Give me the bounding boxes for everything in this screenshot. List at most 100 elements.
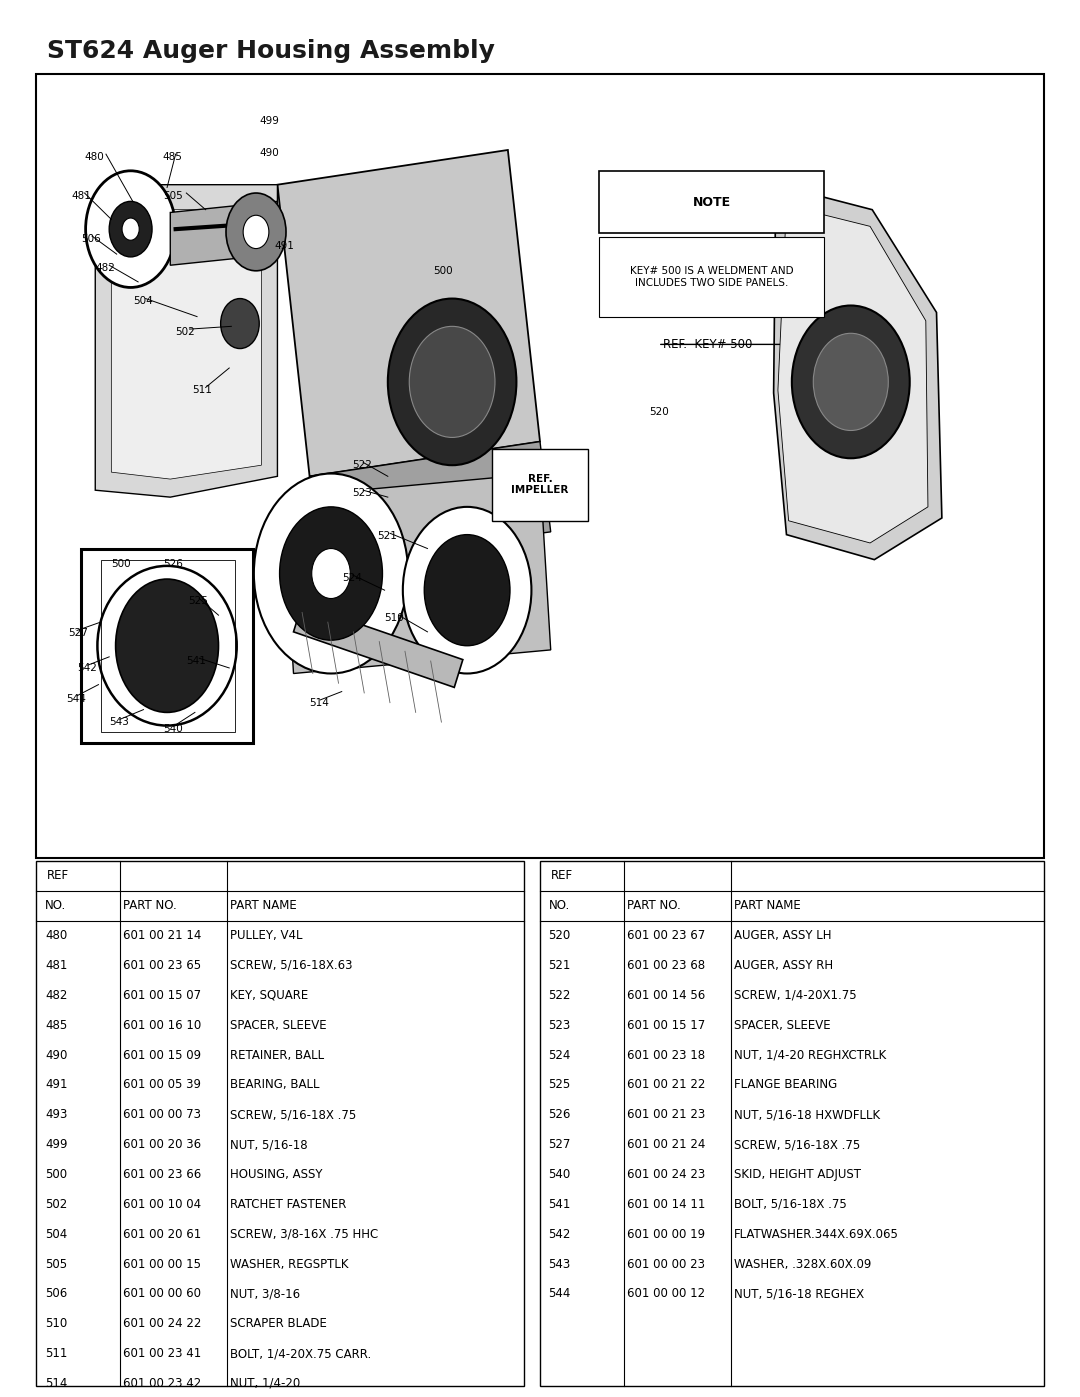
FancyBboxPatch shape (599, 237, 824, 317)
Text: 500: 500 (45, 1168, 67, 1180)
Text: 510: 510 (384, 613, 404, 623)
Text: 523: 523 (549, 1018, 571, 1031)
Text: NUT, 5/16-18: NUT, 5/16-18 (230, 1139, 308, 1151)
Text: 506: 506 (81, 233, 102, 244)
Text: FLANGE BEARING: FLANGE BEARING (734, 1078, 837, 1091)
Circle shape (280, 507, 382, 640)
FancyBboxPatch shape (540, 861, 1043, 1386)
Text: 499: 499 (259, 116, 279, 126)
Text: 601 00 24 23: 601 00 24 23 (626, 1168, 705, 1180)
Text: NUT, 1/4-20 REGHXCTRLK: NUT, 1/4-20 REGHXCTRLK (734, 1049, 887, 1062)
Text: AUGER, ASSY RH: AUGER, ASSY RH (734, 958, 833, 972)
Text: BOLT, 5/16-18X .75: BOLT, 5/16-18X .75 (734, 1197, 847, 1211)
Text: 502: 502 (176, 327, 195, 337)
Text: 601 00 23 68: 601 00 23 68 (626, 958, 705, 972)
Text: WASHER, .328X.60X.09: WASHER, .328X.60X.09 (734, 1257, 872, 1270)
Text: PULLEY, V4L: PULLEY, V4L (230, 929, 302, 942)
Text: 490: 490 (45, 1049, 67, 1062)
FancyBboxPatch shape (491, 448, 589, 521)
Text: BEARING, BALL: BEARING, BALL (230, 1078, 320, 1091)
Text: 540: 540 (549, 1168, 571, 1180)
Circle shape (312, 549, 350, 598)
Text: 481: 481 (71, 191, 92, 201)
Polygon shape (283, 474, 551, 673)
Text: NOTE: NOTE (692, 196, 730, 208)
Text: 601 00 10 04: 601 00 10 04 (123, 1197, 201, 1211)
Text: 482: 482 (45, 989, 67, 1002)
Text: 601 00 23 42: 601 00 23 42 (123, 1377, 201, 1390)
Text: SCREW, 5/16-18X .75: SCREW, 5/16-18X .75 (230, 1108, 356, 1122)
Text: ST624 Auger Housing Assembly: ST624 Auger Housing Assembly (48, 39, 495, 63)
Text: 601 00 21 14: 601 00 21 14 (123, 929, 202, 942)
Polygon shape (278, 149, 540, 476)
Text: SPACER, SLEEVE: SPACER, SLEEVE (230, 1018, 327, 1031)
Circle shape (813, 334, 888, 430)
Text: 542: 542 (549, 1228, 571, 1241)
Text: REF.
IMPELLER: REF. IMPELLER (511, 474, 569, 496)
Text: 543: 543 (549, 1257, 571, 1270)
Text: 601 00 23 67: 601 00 23 67 (626, 929, 705, 942)
Text: 504: 504 (133, 296, 152, 306)
Text: 601 00 24 22: 601 00 24 22 (123, 1317, 202, 1330)
Polygon shape (310, 441, 551, 563)
Text: 522: 522 (549, 989, 571, 1002)
Circle shape (116, 580, 218, 712)
Circle shape (409, 327, 495, 437)
Text: 601 00 23 18: 601 00 23 18 (626, 1049, 705, 1062)
Text: KEY# 500 IS A WELDMENT AND
INCLUDES TWO SIDE PANELS.: KEY# 500 IS A WELDMENT AND INCLUDES TWO … (630, 267, 794, 288)
Text: 491: 491 (45, 1078, 67, 1091)
FancyBboxPatch shape (37, 74, 1043, 858)
Text: 542: 542 (77, 664, 97, 673)
Polygon shape (111, 210, 261, 479)
Text: 485: 485 (163, 152, 183, 162)
FancyBboxPatch shape (37, 861, 524, 1386)
Text: PART NAME: PART NAME (734, 900, 800, 912)
Text: 601 00 23 65: 601 00 23 65 (123, 958, 201, 972)
Text: 601 00 23 41: 601 00 23 41 (123, 1347, 201, 1361)
Text: 500: 500 (433, 265, 453, 275)
Text: 514: 514 (45, 1377, 67, 1390)
Text: 527: 527 (68, 629, 89, 638)
Text: 601 00 00 15: 601 00 00 15 (123, 1257, 201, 1270)
Text: RATCHET FASTENER: RATCHET FASTENER (230, 1197, 347, 1211)
Circle shape (424, 535, 510, 645)
Text: 601 00 20 61: 601 00 20 61 (123, 1228, 201, 1241)
Text: SPACER, SLEEVE: SPACER, SLEEVE (734, 1018, 831, 1031)
Text: PART NO.: PART NO. (123, 900, 177, 912)
Text: REF.  KEY# 500: REF. KEY# 500 (663, 338, 753, 351)
Text: 490: 490 (259, 148, 279, 158)
Text: 525: 525 (189, 597, 208, 606)
Text: REF: REF (551, 869, 572, 883)
Text: 514: 514 (310, 697, 329, 708)
Circle shape (403, 507, 531, 673)
Text: SCREW, 5/16-18X.63: SCREW, 5/16-18X.63 (230, 958, 353, 972)
Text: 482: 482 (95, 263, 116, 272)
Text: 601 00 15 09: 601 00 15 09 (123, 1049, 201, 1062)
Text: SCREW, 3/8-16X .75 HHC: SCREW, 3/8-16X .75 HHC (230, 1228, 378, 1241)
Text: SCREW, 1/4-20X1.75: SCREW, 1/4-20X1.75 (734, 989, 856, 1002)
Text: 541: 541 (549, 1197, 571, 1211)
Circle shape (85, 170, 176, 288)
Text: 524: 524 (341, 573, 362, 583)
Text: 601 00 16 10: 601 00 16 10 (123, 1018, 201, 1031)
Text: AUGER, ASSY LH: AUGER, ASSY LH (734, 929, 832, 942)
Text: 601 00 23 66: 601 00 23 66 (123, 1168, 201, 1180)
Text: NO.: NO. (45, 900, 66, 912)
Text: RETAINER, BALL: RETAINER, BALL (230, 1049, 324, 1062)
Polygon shape (171, 201, 278, 265)
Circle shape (122, 218, 139, 240)
FancyBboxPatch shape (599, 170, 824, 233)
Text: 526: 526 (549, 1108, 571, 1122)
Text: 510: 510 (45, 1317, 67, 1330)
Text: 485: 485 (45, 1018, 67, 1031)
Text: 481: 481 (45, 958, 67, 972)
Text: 601 00 20 36: 601 00 20 36 (123, 1139, 201, 1151)
Text: 601 00 21 22: 601 00 21 22 (626, 1078, 705, 1091)
Text: FLATWASHER.344X.69X.065: FLATWASHER.344X.69X.065 (734, 1228, 899, 1241)
Text: 544: 544 (66, 693, 86, 704)
Text: WASHER, REGSPTLK: WASHER, REGSPTLK (230, 1257, 349, 1270)
Text: 544: 544 (549, 1288, 571, 1301)
Text: 504: 504 (45, 1228, 67, 1241)
Polygon shape (778, 205, 928, 543)
Text: 500: 500 (111, 559, 131, 569)
